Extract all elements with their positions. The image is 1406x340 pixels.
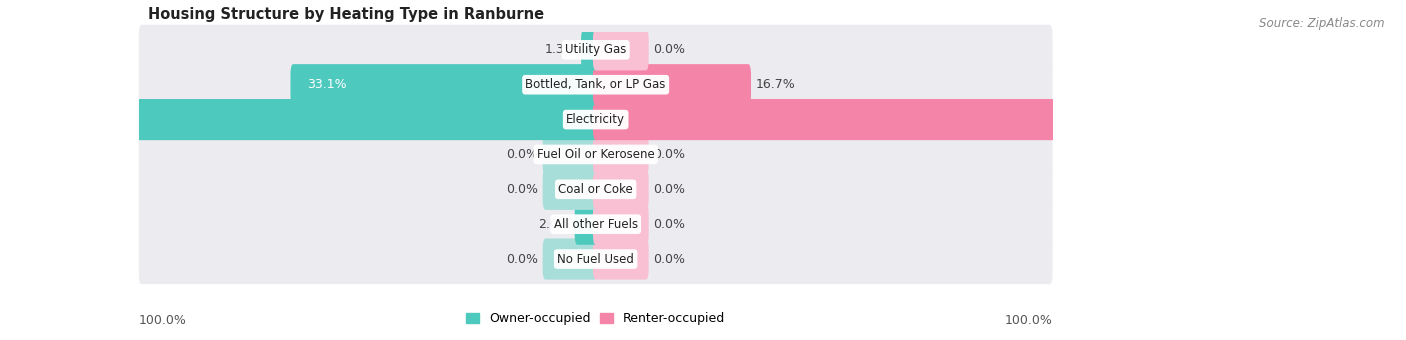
Text: 16.7%: 16.7% [755, 78, 796, 91]
FancyBboxPatch shape [581, 29, 599, 70]
FancyBboxPatch shape [139, 129, 1053, 180]
Text: 0.0%: 0.0% [506, 148, 538, 161]
Text: Bottled, Tank, or LP Gas: Bottled, Tank, or LP Gas [526, 78, 666, 91]
FancyBboxPatch shape [593, 99, 1360, 140]
FancyBboxPatch shape [593, 204, 648, 245]
FancyBboxPatch shape [139, 59, 1053, 110]
FancyBboxPatch shape [139, 199, 1053, 249]
Text: 0.0%: 0.0% [506, 183, 538, 196]
Text: 0.0%: 0.0% [654, 148, 685, 161]
FancyBboxPatch shape [139, 25, 1053, 75]
FancyBboxPatch shape [139, 234, 1053, 284]
Text: 0.0%: 0.0% [654, 43, 685, 56]
Text: 63.6%: 63.6% [28, 113, 67, 126]
FancyBboxPatch shape [11, 99, 599, 140]
Text: 100.0%: 100.0% [139, 314, 187, 327]
FancyBboxPatch shape [543, 169, 599, 210]
Text: All other Fuels: All other Fuels [554, 218, 638, 231]
Text: Fuel Oil or Kerosene: Fuel Oil or Kerosene [537, 148, 655, 161]
Text: 0.0%: 0.0% [506, 253, 538, 266]
Text: 0.0%: 0.0% [654, 218, 685, 231]
FancyBboxPatch shape [543, 134, 599, 175]
Text: Coal or Coke: Coal or Coke [558, 183, 633, 196]
Text: 83.3%: 83.3% [1303, 113, 1343, 126]
Text: 33.1%: 33.1% [307, 78, 346, 91]
Text: No Fuel Used: No Fuel Used [557, 253, 634, 266]
FancyBboxPatch shape [139, 164, 1053, 215]
FancyBboxPatch shape [593, 29, 648, 70]
FancyBboxPatch shape [575, 204, 599, 245]
FancyBboxPatch shape [543, 238, 599, 279]
FancyBboxPatch shape [291, 64, 599, 105]
Text: Electricity: Electricity [567, 113, 626, 126]
Text: Utility Gas: Utility Gas [565, 43, 626, 56]
Text: 2.0%: 2.0% [538, 218, 569, 231]
Text: Source: ZipAtlas.com: Source: ZipAtlas.com [1260, 17, 1385, 30]
Text: 1.3%: 1.3% [544, 43, 576, 56]
Text: 100.0%: 100.0% [1005, 314, 1053, 327]
FancyBboxPatch shape [139, 95, 1053, 145]
Text: 0.0%: 0.0% [654, 253, 685, 266]
FancyBboxPatch shape [593, 134, 648, 175]
FancyBboxPatch shape [593, 238, 648, 279]
Text: 0.0%: 0.0% [654, 183, 685, 196]
Legend: Owner-occupied, Renter-occupied: Owner-occupied, Renter-occupied [461, 307, 730, 330]
FancyBboxPatch shape [593, 169, 648, 210]
FancyBboxPatch shape [593, 64, 751, 105]
Text: Housing Structure by Heating Type in Ranburne: Housing Structure by Heating Type in Ran… [148, 7, 544, 22]
